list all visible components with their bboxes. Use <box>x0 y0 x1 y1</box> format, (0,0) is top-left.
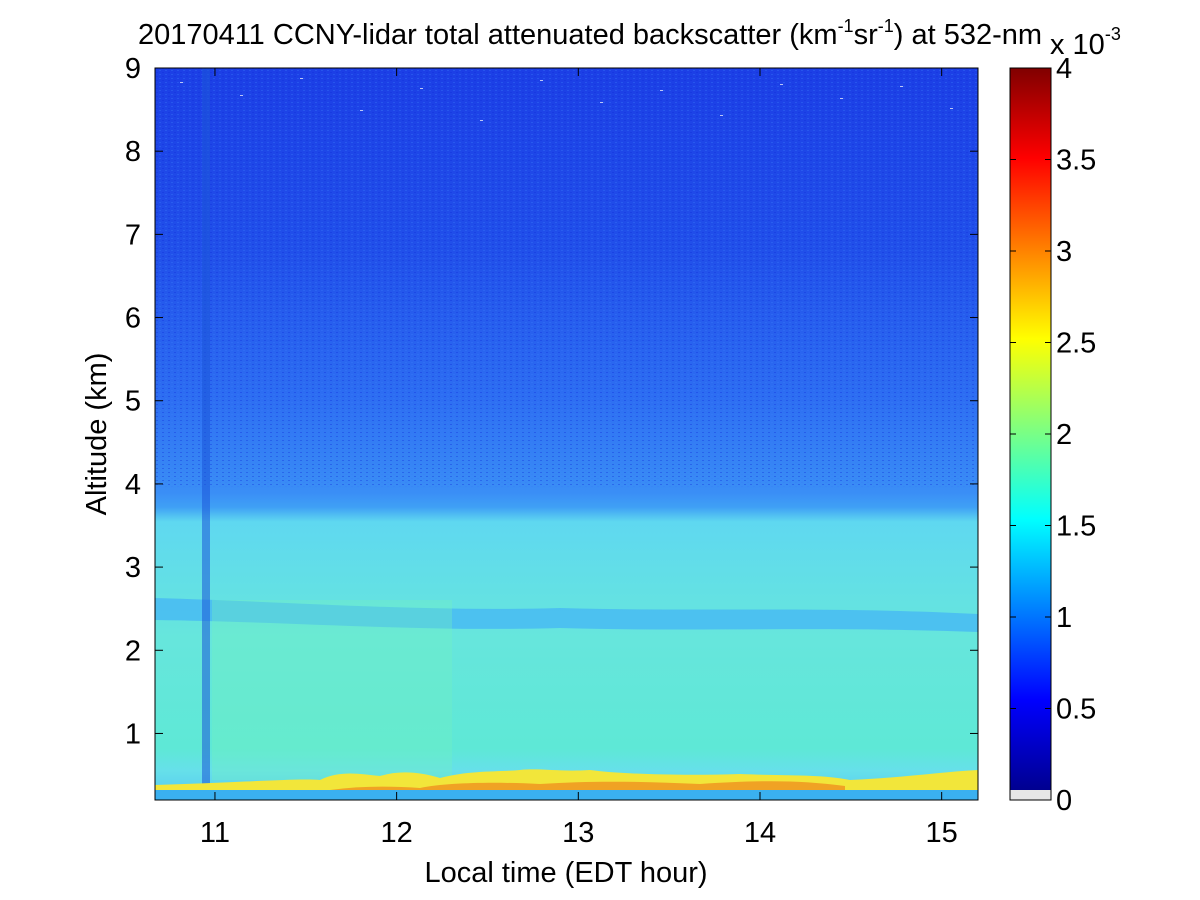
colorbar-tick-label: 1 <box>1056 602 1072 634</box>
top-noise-speckles <box>180 78 953 121</box>
colorbar: 0 0.5 1 1.5 2 2.5 3 3.5 4 x 10-3 <box>1009 24 1121 817</box>
surface-layer <box>155 790 978 800</box>
x-tick-label: 13 <box>562 817 594 849</box>
y-tick-label: 3 <box>125 552 141 584</box>
x-axis: 11 12 13 14 15 <box>200 68 958 849</box>
x-tick-label: 11 <box>200 817 230 849</box>
y-tick-label: 5 <box>125 386 141 418</box>
aerosol-layer-core <box>330 781 845 792</box>
y-tick-label: 2 <box>125 635 141 667</box>
y-axis-label: Altitude (km) <box>81 353 113 516</box>
colorbar-gradient <box>1010 68 1051 790</box>
y-tick-label: 7 <box>125 219 141 251</box>
colorbar-tick-label: 3 <box>1056 236 1072 268</box>
colorbar-tick-label: 0 <box>1056 785 1072 817</box>
chart-title: 20170411 CCNY-lidar total attenuated bac… <box>138 16 1042 51</box>
y-tick-label: 8 <box>125 136 141 168</box>
x-tick-label: 14 <box>744 817 776 849</box>
colorbar-below-range <box>1010 790 1051 800</box>
colorbar-ticks: 0 0.5 1 1.5 2 2.5 3 3.5 4 <box>1010 53 1096 817</box>
x-axis-label: Local time (EDT hour) <box>424 857 707 889</box>
dark-vertical-band <box>202 68 210 800</box>
y-tick-label: 4 <box>125 469 141 501</box>
colorbar-exponent: x 10-3 <box>1050 24 1121 61</box>
heatmap-noise-texture <box>155 68 978 488</box>
brighter-band <box>212 600 452 780</box>
colorbar-tick-label: 2 <box>1056 419 1072 451</box>
y-axis: 1 2 3 4 5 6 7 8 9 <box>125 53 978 750</box>
colorbar-tick-label: 3.5 <box>1056 145 1096 177</box>
x-tick-label: 15 <box>926 817 958 849</box>
colorbar-tick-label: 0.5 <box>1056 694 1096 726</box>
y-tick-label: 9 <box>125 53 141 85</box>
colorbar-tick-label: 1.5 <box>1056 511 1096 543</box>
colorbar-tick-label: 2.5 <box>1056 328 1096 360</box>
y-tick-label: 6 <box>125 303 141 335</box>
colorbar-tick-label: 4 <box>1056 53 1072 85</box>
x-tick-label: 12 <box>380 817 412 849</box>
heatmap-plot-area <box>155 68 978 800</box>
y-tick-label: 1 <box>125 718 141 750</box>
boundary-layer-top <box>155 598 978 632</box>
plot-frame <box>154 67 979 801</box>
